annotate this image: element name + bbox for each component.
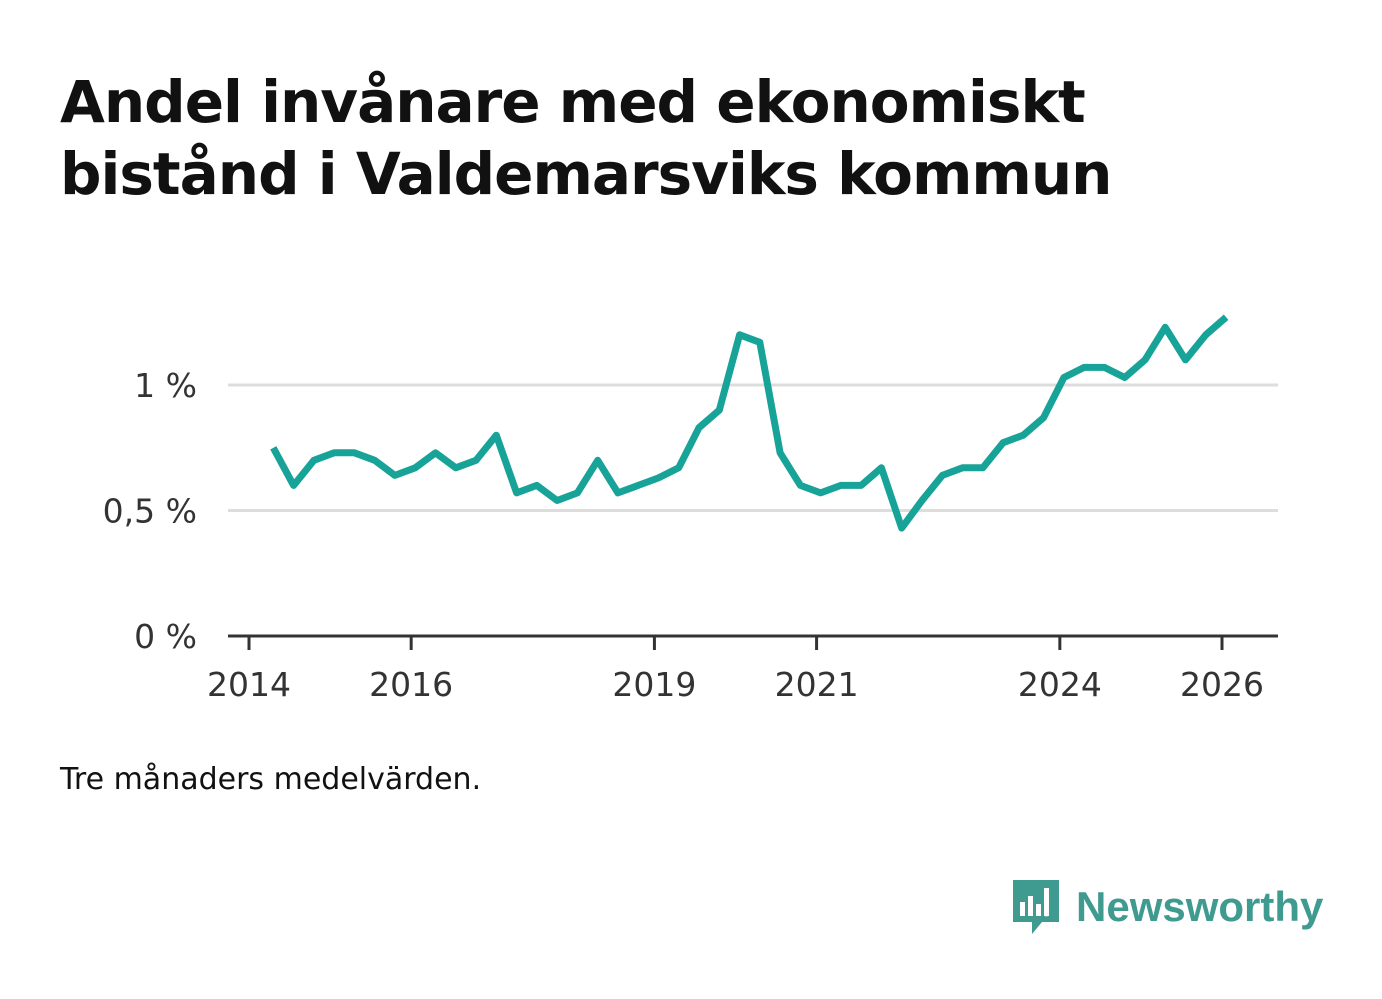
y-tick-label-0: 0 % bbox=[134, 617, 197, 656]
gridlines bbox=[228, 383, 1278, 512]
data-point-20 bbox=[676, 465, 682, 471]
data-point-38 bbox=[1041, 415, 1047, 421]
newsworthy-logo-text: Newsworthy bbox=[1076, 883, 1324, 930]
data-point-31 bbox=[899, 525, 905, 531]
newsworthy-logo: Newsworthy bbox=[1010, 876, 1323, 938]
data-point-9 bbox=[453, 465, 459, 471]
y-tick-label-1: 0,5 % bbox=[103, 492, 197, 531]
x-tick-label-1: 2016 bbox=[369, 665, 453, 704]
data-point-3 bbox=[331, 450, 337, 456]
y-axis-labels: 0 % 0,5 % 1 % bbox=[103, 366, 197, 656]
data-point-11 bbox=[493, 432, 499, 438]
x-tick-label-0: 2014 bbox=[207, 665, 291, 704]
data-point-13 bbox=[534, 482, 540, 488]
data-point-19 bbox=[656, 475, 662, 481]
data-point-35 bbox=[980, 465, 986, 471]
data-point-30 bbox=[878, 465, 884, 471]
series-layer bbox=[270, 314, 1229, 532]
data-point-10 bbox=[473, 457, 479, 463]
data-point-21 bbox=[696, 425, 702, 431]
data-point-26 bbox=[797, 482, 803, 488]
data-point-41 bbox=[1101, 364, 1107, 370]
data-point-1 bbox=[291, 482, 297, 488]
data-point-16 bbox=[595, 457, 601, 463]
data-point-39 bbox=[1061, 375, 1067, 381]
x-tick-label-5: 2026 bbox=[1180, 665, 1264, 704]
data-point-0 bbox=[270, 445, 276, 451]
data-point-43 bbox=[1142, 357, 1148, 363]
data-point-4 bbox=[351, 450, 357, 456]
data-point-45 bbox=[1183, 357, 1189, 363]
data-point-14 bbox=[554, 498, 560, 504]
data-point-44 bbox=[1162, 324, 1168, 330]
data-point-7 bbox=[412, 465, 418, 471]
data-point-12 bbox=[514, 490, 520, 496]
data-point-23 bbox=[737, 332, 743, 338]
x-tick-label-2: 2019 bbox=[612, 665, 696, 704]
data-point-6 bbox=[392, 472, 398, 478]
footnote: Tre månaders medelvärden. bbox=[60, 762, 482, 797]
data-point-15 bbox=[574, 490, 580, 496]
series-line-0 bbox=[270, 314, 1229, 532]
data-point-42 bbox=[1122, 375, 1128, 381]
y-tick-label-2: 1 % bbox=[134, 366, 197, 405]
data-point-24 bbox=[757, 339, 763, 345]
data-point-46 bbox=[1203, 332, 1209, 338]
data-point-29 bbox=[858, 482, 864, 488]
chart-title-line-2: bistånd i Valdemarsviks kommun bbox=[60, 140, 1112, 208]
data-point-27 bbox=[818, 490, 824, 496]
data-point-22 bbox=[716, 407, 722, 413]
data-point-18 bbox=[635, 482, 641, 488]
data-point-17 bbox=[615, 490, 621, 496]
data-point-36 bbox=[1000, 440, 1006, 446]
data-point-28 bbox=[838, 482, 844, 488]
data-point-25 bbox=[777, 450, 783, 456]
x-axis: 2014 2016 2019 2021 2024 2026 bbox=[207, 634, 1278, 704]
data-point-40 bbox=[1081, 364, 1087, 370]
data-point-34 bbox=[960, 465, 966, 471]
data-point-37 bbox=[1020, 432, 1026, 438]
data-point-32 bbox=[919, 498, 925, 504]
x-tick-label-4: 2024 bbox=[1018, 665, 1102, 704]
chart-title: Andel invånare med ekonomiskt bistånd i … bbox=[60, 66, 1260, 210]
data-point-5 bbox=[372, 457, 378, 463]
data-point-8 bbox=[433, 450, 439, 456]
x-tick-label-3: 2021 bbox=[775, 665, 859, 704]
newsworthy-logo-icon bbox=[1013, 880, 1059, 934]
data-point-2 bbox=[311, 457, 317, 463]
data-point-33 bbox=[939, 472, 945, 478]
chart-title-line-1: Andel invånare med ekonomiskt bbox=[60, 68, 1086, 136]
data-point-47 bbox=[1223, 314, 1229, 320]
